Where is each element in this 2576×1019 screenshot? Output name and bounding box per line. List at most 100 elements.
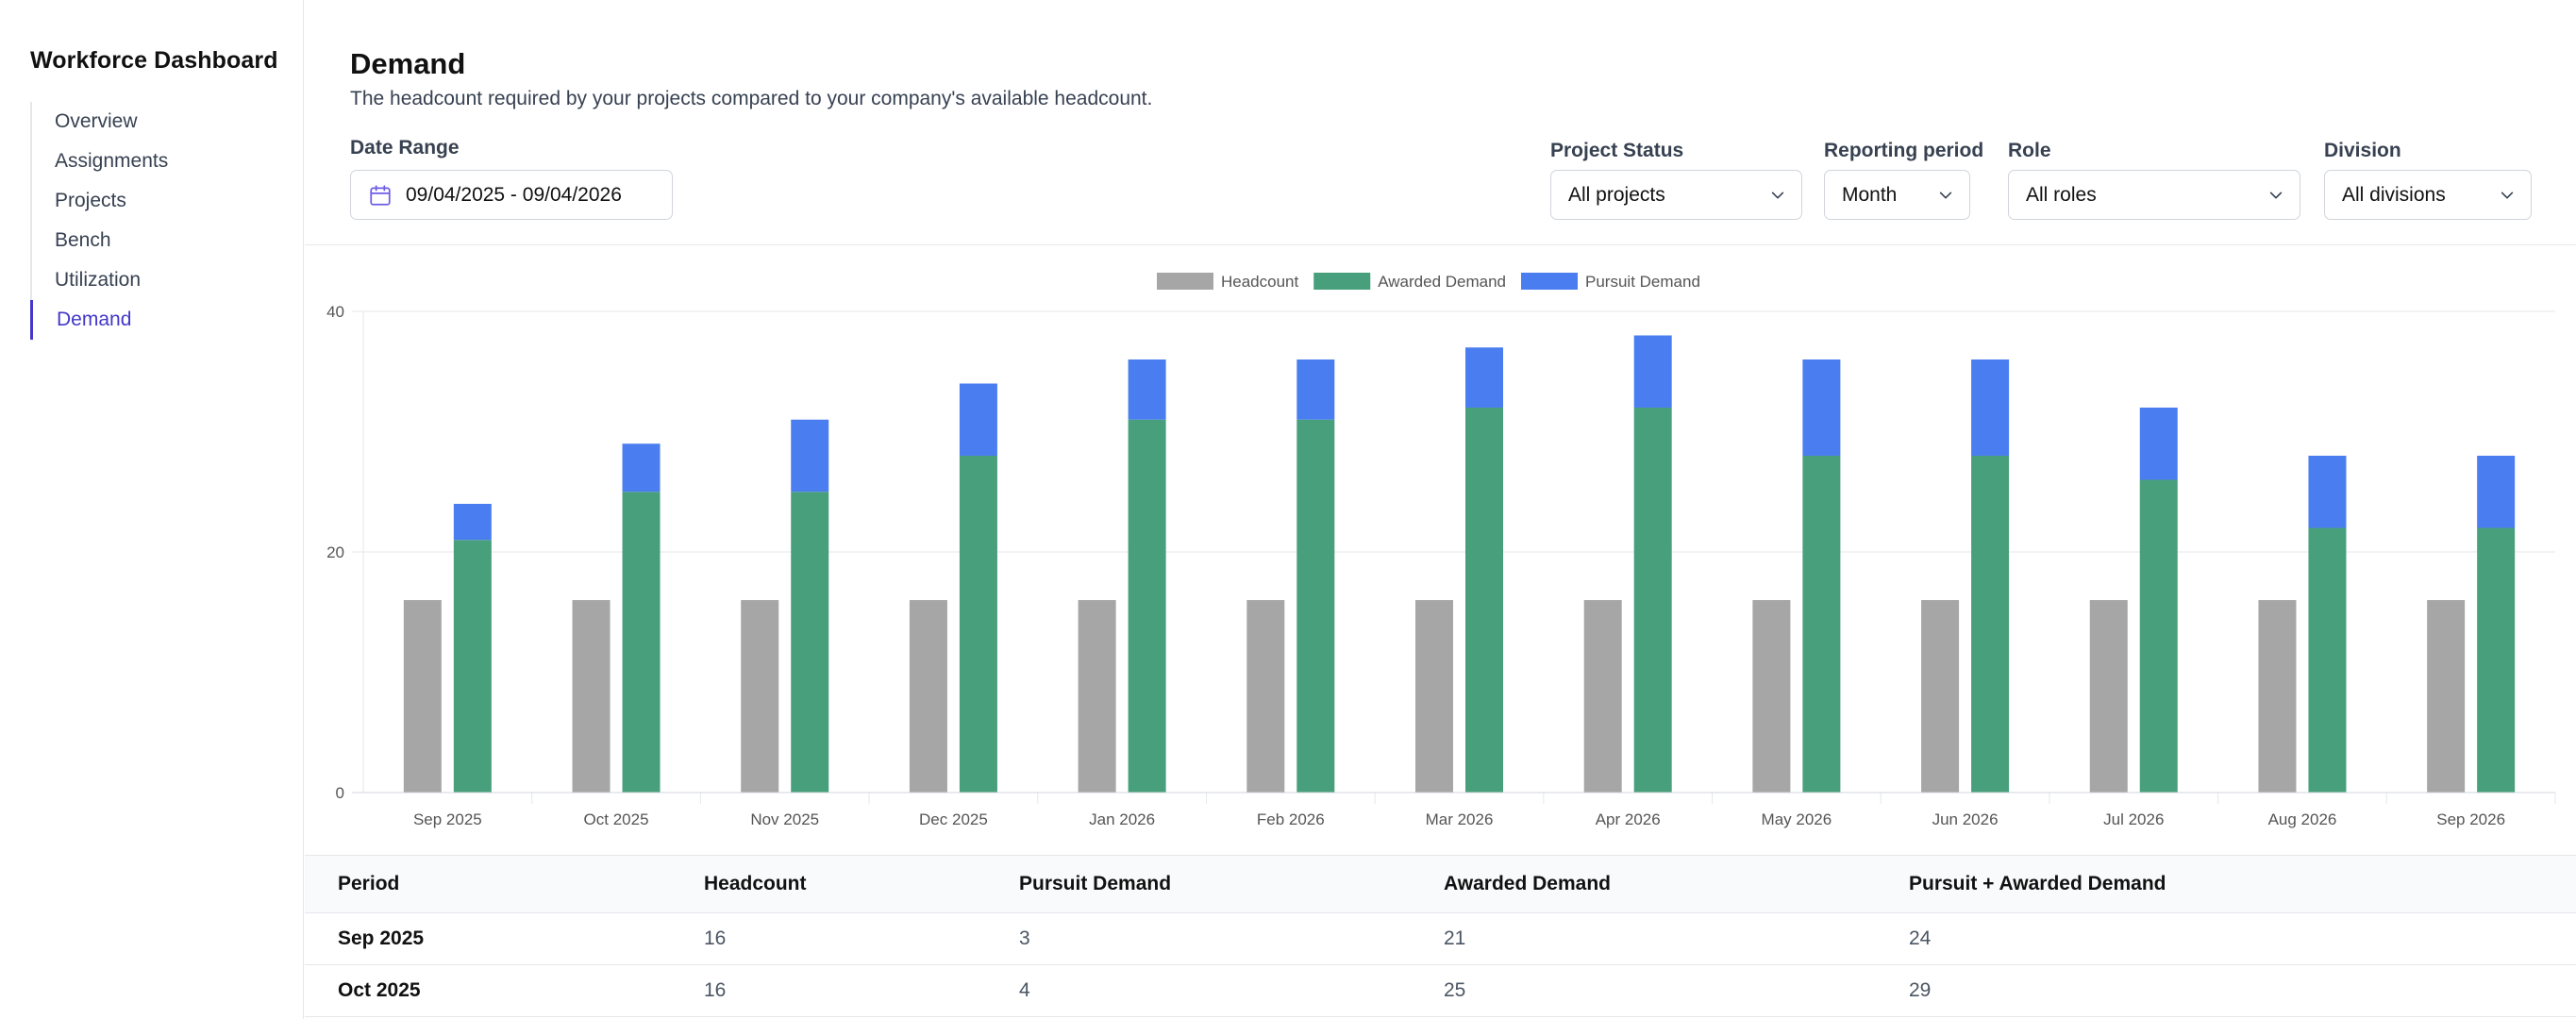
bar-pursuit-demand: [453, 504, 492, 541]
sidebar-item-bench[interactable]: Bench: [55, 229, 111, 251]
y-tick-label: 0: [336, 784, 344, 802]
bar-pursuit-demand: [2139, 408, 2178, 480]
bar-pursuit-demand: [1802, 359, 1841, 456]
x-tick-label: Sep 2026: [2436, 810, 2505, 828]
page-title: Demand: [350, 47, 466, 80]
bar-headcount: [1078, 600, 1116, 793]
demand-table: Period Headcount Pursuit Demand Awarded …: [305, 855, 2576, 1017]
column-header-total-demand: Pursuit + Awarded Demand: [1909, 873, 2166, 894]
bar-awarded-demand: [791, 492, 829, 793]
app-title: Workforce Dashboard: [30, 47, 278, 74]
bar-awarded-demand: [1802, 456, 1841, 793]
division-label: Division: [2324, 140, 2401, 161]
bar-pursuit-demand: [622, 443, 661, 493]
x-tick-label: Apr 2026: [1596, 810, 1661, 828]
table-cell-headcount: 16: [704, 927, 727, 949]
sidebar-item-demand[interactable]: Demand: [30, 300, 276, 340]
x-tick-label: Jun 2026: [1932, 810, 1999, 828]
x-tick-label: Feb 2026: [1257, 810, 1325, 828]
bar-pursuit-demand: [959, 383, 997, 456]
date-range-value: 09/04/2025 - 09/04/2026: [406, 183, 622, 206]
page-header: Demand The headcount required by your pr…: [305, 0, 2576, 245]
sidebar: Workforce Dashboard Overview Assignments…: [0, 0, 304, 1019]
bar-headcount: [572, 600, 611, 793]
bar-headcount: [1752, 600, 1791, 793]
table-header-row: Period Headcount Pursuit Demand Awarded …: [305, 855, 2576, 913]
bar-pursuit-demand: [1971, 359, 2010, 456]
bar-headcount: [1921, 600, 1960, 793]
bar-headcount: [403, 600, 442, 793]
project-status-select[interactable]: All projects: [1550, 170, 1802, 220]
legend-swatch: [1313, 273, 1371, 290]
bar-headcount: [1415, 600, 1453, 793]
bar-headcount: [2427, 600, 2466, 793]
bar-awarded-demand: [1296, 419, 1335, 793]
bar-headcount: [2089, 600, 2128, 793]
bar-headcount: [741, 600, 779, 793]
date-range-picker[interactable]: 09/04/2025 - 09/04/2026: [350, 170, 673, 220]
project-status-value: All projects: [1568, 183, 1665, 206]
legend-swatch: [1157, 273, 1213, 290]
bar-awarded-demand: [1633, 408, 1672, 793]
chevron-down-icon: [2501, 191, 2514, 199]
table-cell-period: Oct 2025: [338, 979, 421, 1001]
bar-pursuit-demand: [1296, 359, 1335, 420]
y-tick-label: 40: [326, 303, 344, 321]
x-tick-label: Mar 2026: [1426, 810, 1494, 828]
bar-headcount: [1246, 600, 1285, 793]
table-row: Oct 2025 16 4 25 29: [305, 965, 2576, 1017]
chevron-down-icon: [1771, 191, 1784, 199]
bar-awarded-demand: [2477, 527, 2516, 793]
x-tick-label: Oct 2025: [584, 810, 649, 828]
table-row: Sep 2025 16 3 21 24: [305, 913, 2576, 965]
bar-pursuit-demand: [2477, 456, 2516, 528]
bar-awarded-demand: [1465, 408, 1503, 793]
demand-chart: 0 20 40 Sep 2025 Oct 2025 Nov 2025 Dec 2025 Jan…: [305, 247, 2576, 851]
table-cell-pursuit-demand: 3: [1019, 927, 1030, 949]
x-tick-label: Dec 2025: [919, 810, 988, 828]
x-tick-label: Jul 2026: [2103, 810, 2164, 828]
sidebar-item-overview[interactable]: Overview: [55, 110, 138, 132]
bar-headcount: [909, 600, 947, 793]
bar-awarded-demand: [959, 456, 997, 793]
bar-awarded-demand: [1971, 456, 2010, 793]
table-cell-headcount: 16: [704, 979, 727, 1001]
sidebar-item-assignments[interactable]: Assignments: [55, 150, 169, 172]
bar-pursuit-demand: [2308, 456, 2347, 528]
x-tick-label: Aug 2026: [2268, 810, 2337, 828]
legend-swatch: [1521, 273, 1579, 290]
bar-awarded-demand: [2139, 479, 2178, 793]
sidebar-item-utilization[interactable]: Utilization: [55, 269, 142, 291]
division-select[interactable]: All divisions: [2324, 170, 2532, 220]
sidebar-nav: Overview Assignments Projects Bench Util…: [30, 102, 276, 340]
bar-awarded-demand: [453, 540, 492, 793]
project-status-label: Project Status: [1550, 140, 1684, 161]
x-tick-label: Jan 2026: [1089, 810, 1155, 828]
table-cell-total-demand: 29: [1909, 979, 1932, 1001]
table-cell-total-demand: 24: [1909, 927, 1932, 949]
reporting-period-select[interactable]: Month: [1824, 170, 1970, 220]
demand-chart-svg: 0 20 40 Sep 2025 Oct 2025 Nov 2025 Dec 2025 Jan…: [326, 273, 2556, 828]
column-header-awarded-demand: Awarded Demand: [1444, 873, 1611, 894]
sidebar-item-projects[interactable]: Projects: [55, 190, 126, 211]
table-cell-period: Sep 2025: [338, 927, 425, 949]
chevron-down-icon: [2269, 191, 2283, 199]
chevron-down-icon: [1939, 191, 1952, 199]
bar-pursuit-demand: [791, 419, 829, 493]
calendar-icon: [368, 183, 393, 208]
legend-label: Pursuit Demand: [1585, 273, 1700, 291]
bar-awarded-demand: [622, 492, 661, 793]
division-value: All divisions: [2342, 183, 2446, 206]
bar-pursuit-demand: [1465, 347, 1503, 408]
table-cell-awarded-demand: 25: [1444, 979, 1466, 1001]
x-tick-label: May 2026: [1762, 810, 1832, 828]
role-label: Role: [2008, 140, 2051, 161]
role-select[interactable]: All roles: [2008, 170, 2300, 220]
x-tick-label: Nov 2025: [750, 810, 819, 828]
column-header-pursuit-demand: Pursuit Demand: [1019, 873, 1172, 894]
bar-awarded-demand: [1128, 419, 1166, 793]
page-subtitle: The headcount required by your projects …: [350, 88, 1153, 109]
y-tick-label: 20: [326, 543, 344, 561]
bar-awarded-demand: [2308, 527, 2347, 793]
legend-label: Awarded Demand: [1378, 273, 1506, 291]
